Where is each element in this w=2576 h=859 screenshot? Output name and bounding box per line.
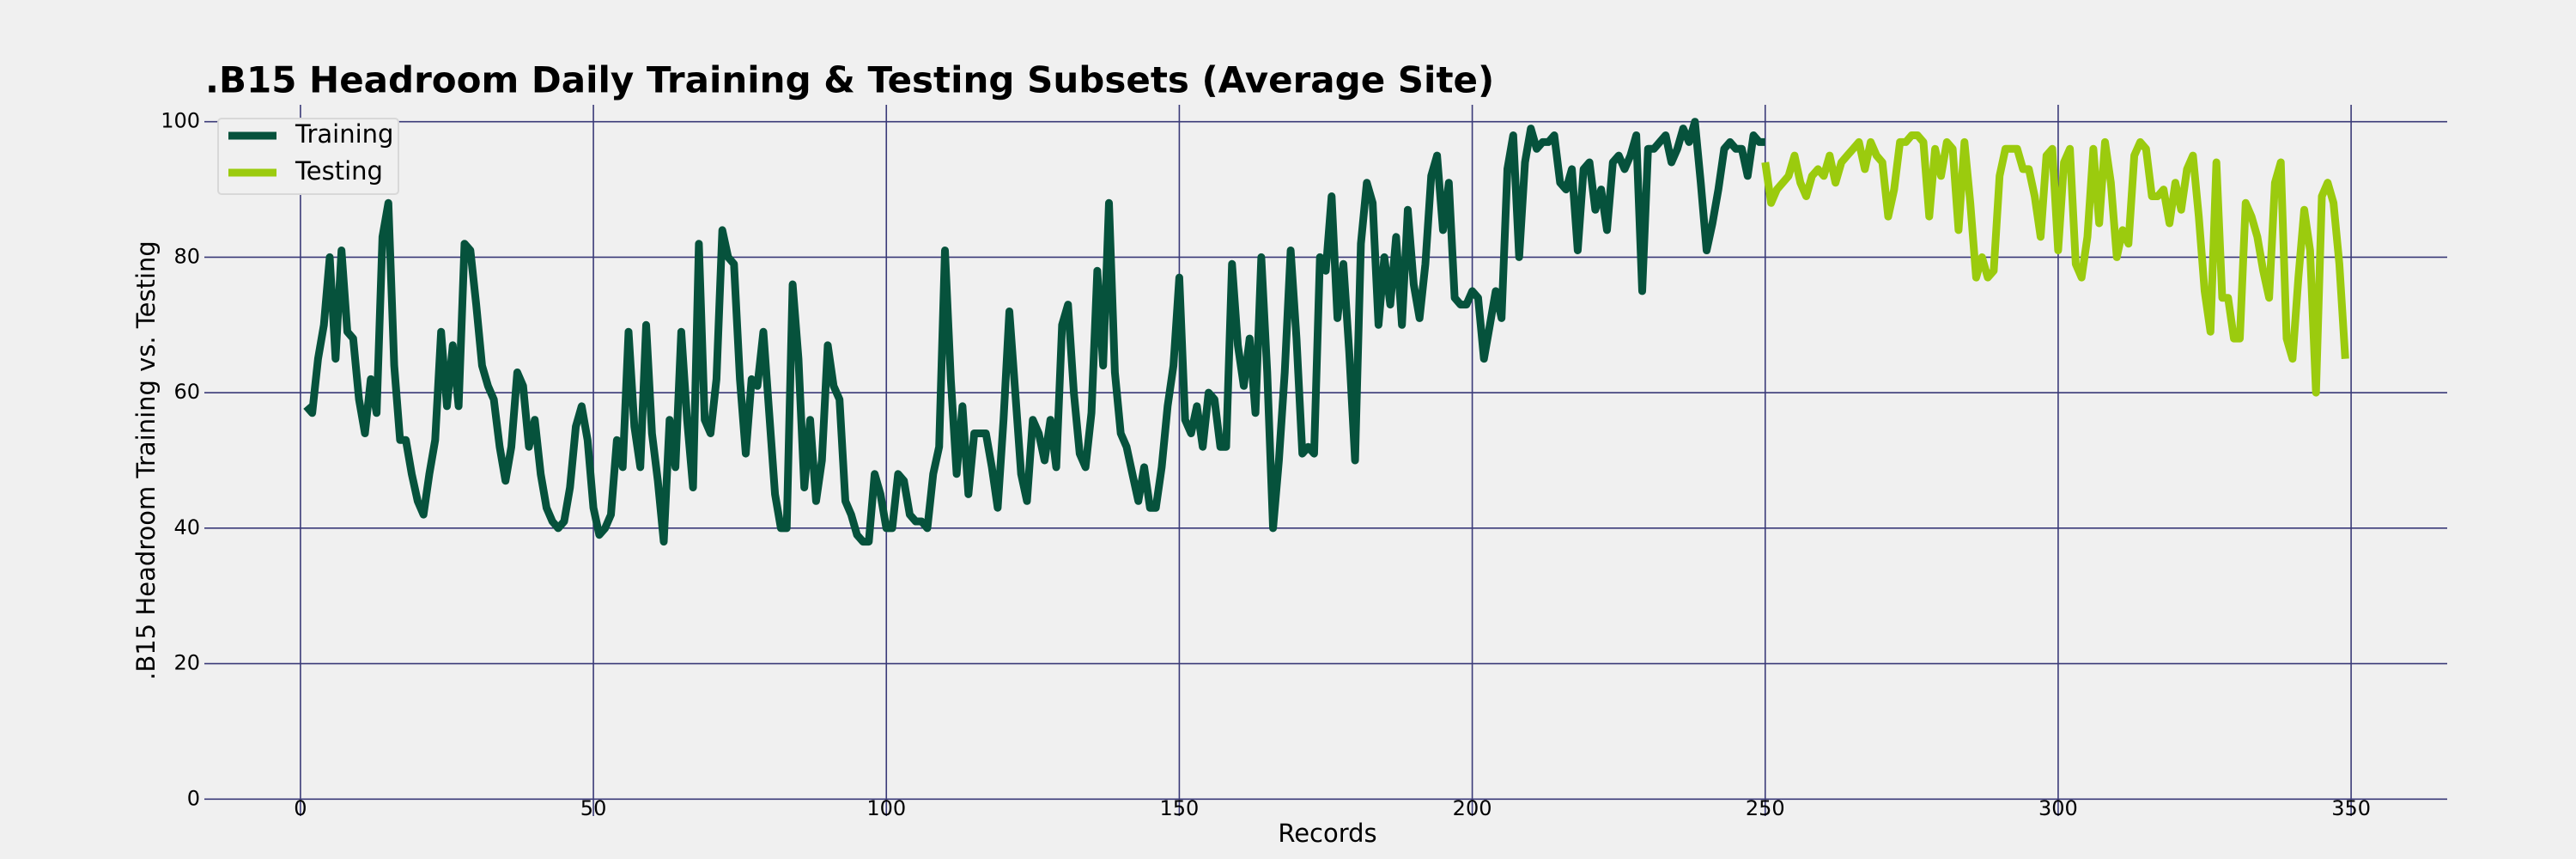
chart-title: .B15 Headroom Daily Training & Testing S… — [205, 59, 1494, 101]
x-tick-label: 50 — [580, 796, 607, 820]
x-tick-label: 300 — [2038, 796, 2078, 820]
y-tick-label: 20 — [173, 651, 200, 675]
x-tick-label: 0 — [294, 796, 307, 820]
y-axis-label: .B15 Headroom Training vs. Testing — [131, 241, 161, 680]
legend-label: Training — [295, 119, 393, 149]
y-tick-label: 40 — [173, 515, 200, 539]
y-tick-label: 100 — [161, 109, 200, 133]
y-tick-label: 0 — [187, 786, 200, 810]
series-line — [1761, 131, 2349, 397]
x-tick-label: 150 — [1160, 796, 1200, 820]
x-tick-label: 350 — [2331, 796, 2371, 820]
plot-lines — [303, 118, 2349, 546]
x-axis-label: Records — [1278, 819, 1376, 848]
x-tick-label: 250 — [1746, 796, 1785, 820]
grid: 0 50 100 150 200 250 300 350 0 20 40 60 80 100 — [161, 105, 2447, 820]
legend: Training Testing — [217, 118, 399, 195]
x-tick-label: 100 — [866, 796, 906, 820]
series-line — [303, 118, 1765, 546]
x-tick-label: 200 — [1453, 796, 1492, 820]
y-tick-label: 80 — [173, 244, 200, 268]
legend-label: Testing — [295, 156, 383, 186]
y-tick-label: 60 — [173, 380, 200, 404]
